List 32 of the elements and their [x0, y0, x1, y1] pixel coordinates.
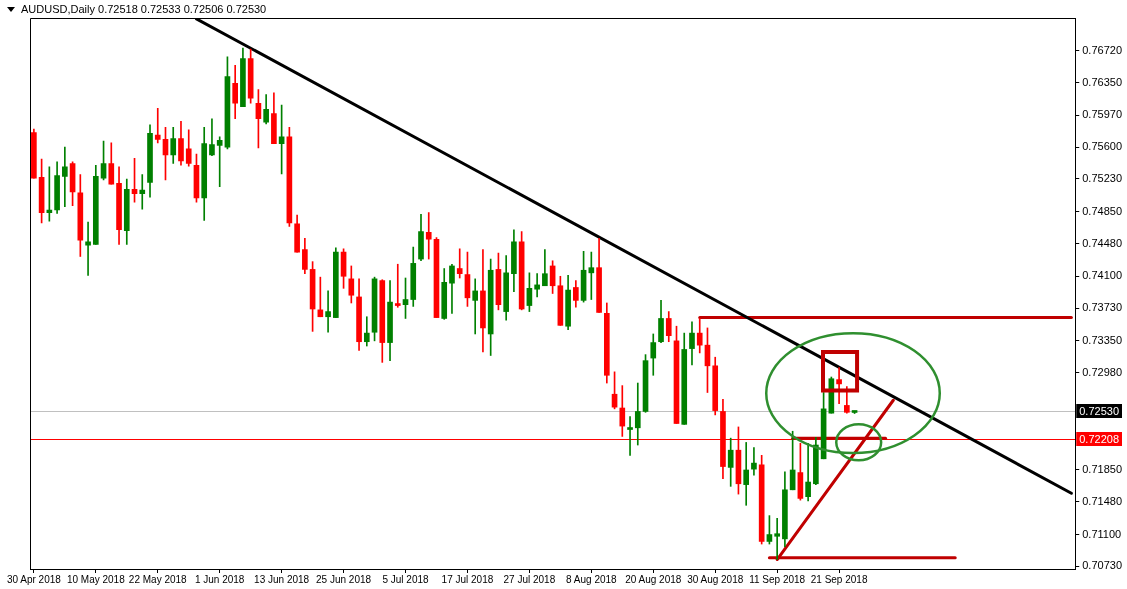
- x-tick-label: 30 Aug 2018: [687, 573, 744, 585]
- y-tick-label: 0.71480: [1082, 494, 1122, 507]
- x-tick-label: 25 Jun 2018: [316, 573, 372, 585]
- x-tick-label: 13 Jun 2018: [254, 573, 310, 585]
- y-tick-label: 0.75230: [1082, 172, 1122, 185]
- x-tick-label: 1 Jun 2018: [194, 573, 245, 585]
- y-tick-label: 0.70730: [1082, 559, 1122, 572]
- x-tick-label: 11 Sep 2018: [749, 573, 806, 585]
- x-tick-label: 22 May 2018: [128, 573, 188, 585]
- ref-line-label: 0.72530: [1079, 404, 1119, 417]
- chart-title: AUDUSD,Daily 0.72518 0.72533 0.72506 0.72530: [21, 3, 267, 15]
- y-tick-label: 0.71100: [1082, 527, 1122, 540]
- x-tick-label: 5 Jul 2018: [382, 573, 430, 585]
- y-tick-label: 0.75600: [1082, 140, 1122, 153]
- y-tick-label: 0.75970: [1082, 108, 1122, 121]
- y-tick-label: 0.76720: [1082, 43, 1122, 56]
- y-tick-label: 0.74850: [1082, 204, 1122, 217]
- x-tick-label: 8 Aug 2018: [566, 573, 618, 585]
- x-tick-label: 30 Apr 2018: [6, 573, 62, 585]
- y-tick-label: 0.74100: [1082, 269, 1122, 282]
- y-tick-label: 0.73350: [1082, 333, 1122, 346]
- y-tick-label: 0.71850: [1082, 463, 1122, 476]
- y-tick-label: 0.76350: [1082, 75, 1122, 88]
- y-tick-label: 0.73730: [1082, 301, 1122, 314]
- ref-line-label: 0.72208: [1079, 432, 1119, 445]
- x-tick-label: 10 May 2018: [66, 573, 126, 585]
- x-tick-label: 21 Sep 2018: [810, 573, 868, 585]
- y-tick-label: 0.74480: [1082, 236, 1122, 249]
- x-tick-label: 20 Aug 2018: [625, 573, 682, 585]
- x-tick-label: 17 Jul 2018: [441, 573, 494, 585]
- y-tick-label: 0.72980: [1082, 365, 1122, 378]
- x-tick-label: 27 Jul 2018: [503, 573, 556, 585]
